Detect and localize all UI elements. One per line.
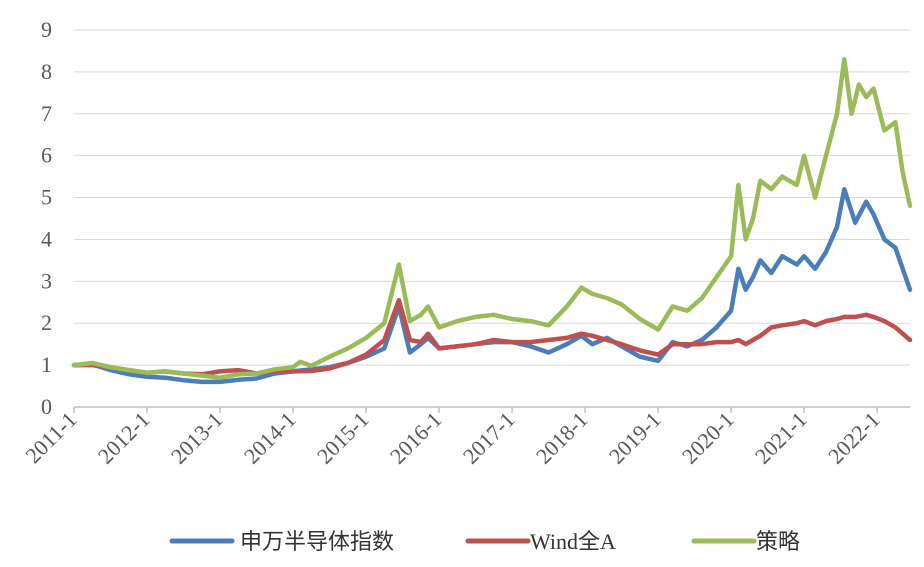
y-tick-label: 6 xyxy=(41,143,52,168)
series-lines xyxy=(71,57,913,385)
x-tick-label: 2019-1 xyxy=(604,407,666,469)
x-tick-label: 2018-1 xyxy=(531,407,593,469)
y-tick-label: 8 xyxy=(41,59,52,84)
y-tick-label: 4 xyxy=(41,226,52,251)
x-axis-ticks: 2011-1 2012-1 2013-1 2014-1 2015-1 2016-1 2017… xyxy=(20,407,884,469)
x-tick-label: 2017-1 xyxy=(458,407,520,469)
y-tick-label: 1 xyxy=(41,352,52,377)
x-tick-label: 2021-1 xyxy=(750,407,812,469)
legend-label-2: 策略 xyxy=(756,529,800,554)
y-tick-label: 5 xyxy=(41,185,52,210)
legend: 申万半导体指数 Wind全A 策略 xyxy=(169,529,800,554)
x-tick-label: 2012-1 xyxy=(93,407,155,469)
x-tick-label: 2020-1 xyxy=(677,407,739,469)
y-tick-label: 2 xyxy=(41,310,52,335)
y-tick-label: 0 xyxy=(41,394,52,419)
legend-label-0: 申万半导体指数 xyxy=(240,529,394,554)
gridlines xyxy=(74,29,910,366)
x-tick-label: 2022-1 xyxy=(823,407,885,469)
x-tick-label: 2016-1 xyxy=(385,407,447,469)
x-tick-label: 2013-1 xyxy=(166,407,228,469)
y-axis-ticks: 0 1 2 3 4 5 6 7 8 9 xyxy=(41,17,52,419)
legend-label-1: Wind全A xyxy=(530,529,616,554)
x-tick-label: 2015-1 xyxy=(312,407,374,469)
series-line-1 xyxy=(71,297,913,377)
y-tick-label: 9 xyxy=(41,17,52,42)
y-tick-label: 3 xyxy=(41,268,52,293)
series-line-0 xyxy=(71,186,913,385)
y-tick-label: 7 xyxy=(41,101,52,126)
x-tick-label: 2014-1 xyxy=(239,407,301,469)
series-line-2 xyxy=(71,57,913,380)
